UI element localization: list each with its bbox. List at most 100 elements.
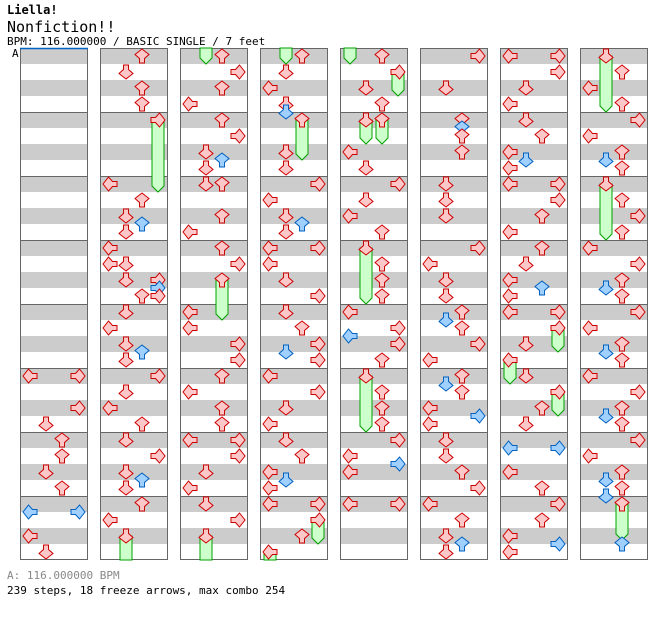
up-arrow-icon xyxy=(134,416,150,432)
beat-stripe xyxy=(580,240,648,256)
beat-stripe xyxy=(180,144,248,160)
artist-name: Liella! xyxy=(7,3,58,17)
right-arrow-icon xyxy=(630,384,646,400)
chart-column-border xyxy=(420,48,488,560)
right-arrow-icon xyxy=(310,288,326,304)
beat-stripe xyxy=(20,464,88,480)
chart-info: BPM: 116.000000 / BASIC SINGLE / 7 feet xyxy=(7,35,266,48)
up-arrow-icon xyxy=(534,400,550,416)
up-arrow-icon xyxy=(134,192,150,208)
beat-stripe xyxy=(420,496,488,512)
down-arrow-icon xyxy=(598,408,614,424)
beat-stripe xyxy=(100,208,168,224)
left-arrow-icon xyxy=(502,544,518,560)
up-arrow-icon xyxy=(214,112,230,128)
beat-stripe xyxy=(180,528,248,544)
beat-stripe xyxy=(500,80,568,96)
beat-stripe xyxy=(260,432,328,448)
left-arrow-icon xyxy=(502,352,518,368)
beat-stripe xyxy=(340,208,408,224)
right-arrow-icon xyxy=(550,536,566,552)
beat-stripe xyxy=(260,464,328,480)
left-arrow-icon xyxy=(502,304,518,320)
up-arrow-icon xyxy=(54,480,70,496)
beat-stripe xyxy=(180,432,248,448)
beat-stripe xyxy=(420,368,488,384)
up-arrow-icon xyxy=(614,96,630,112)
down-arrow-icon xyxy=(278,304,294,320)
beat-stripe xyxy=(580,464,648,480)
chart-column-border xyxy=(580,48,648,560)
down-arrow-icon xyxy=(438,272,454,288)
beat-stripe xyxy=(580,80,648,96)
beat-stripe xyxy=(20,528,88,544)
up-arrow-icon xyxy=(214,272,230,288)
down-arrow-icon xyxy=(118,64,134,80)
up-arrow-icon xyxy=(614,288,630,304)
right-arrow-icon xyxy=(550,496,566,512)
beat-stripe xyxy=(420,80,488,96)
beat-stripe xyxy=(260,208,328,224)
beat-stripe xyxy=(580,208,648,224)
beat-stripe xyxy=(100,176,168,192)
left-arrow-icon xyxy=(262,544,278,560)
beat-stripe xyxy=(340,48,408,64)
up-arrow-icon xyxy=(214,208,230,224)
beat-stripe xyxy=(500,208,568,224)
left-arrow-icon xyxy=(262,464,278,480)
up-arrow-icon xyxy=(134,344,150,360)
beat-stripe xyxy=(500,304,568,320)
right-arrow-icon xyxy=(630,208,646,224)
left-arrow-icon xyxy=(502,144,518,160)
up-arrow-icon xyxy=(214,368,230,384)
left-arrow-icon xyxy=(342,304,358,320)
beat-stripe xyxy=(180,464,248,480)
down-arrow-icon xyxy=(278,104,294,120)
beat-stripe xyxy=(100,80,168,96)
chart-column-border xyxy=(260,48,328,560)
beat-stripe xyxy=(500,400,568,416)
down-arrow-icon xyxy=(118,224,134,240)
right-arrow-icon xyxy=(310,384,326,400)
right-arrow-icon xyxy=(630,304,646,320)
up-arrow-icon xyxy=(374,400,390,416)
down-arrow-icon xyxy=(198,496,214,512)
down-arrow-icon xyxy=(518,80,534,96)
right-arrow-icon xyxy=(550,64,566,80)
left-arrow-icon xyxy=(262,416,278,432)
down-arrow-icon xyxy=(518,336,534,352)
beat-stripe xyxy=(260,400,328,416)
down-arrow-icon xyxy=(598,48,614,64)
down-arrow-icon xyxy=(38,416,54,432)
right-arrow-icon xyxy=(550,48,566,64)
up-arrow-icon xyxy=(134,80,150,96)
down-arrow-icon xyxy=(278,64,294,80)
beat-stripe xyxy=(20,432,88,448)
beat-stripe xyxy=(420,432,488,448)
left-arrow-icon xyxy=(22,528,38,544)
beat-stripe xyxy=(420,336,488,352)
beat-stripe xyxy=(340,112,408,128)
beat-stripe xyxy=(100,336,168,352)
right-arrow-icon xyxy=(390,496,406,512)
beat-stripe xyxy=(580,368,648,384)
left-arrow-icon xyxy=(342,208,358,224)
up-arrow-icon xyxy=(134,96,150,112)
left-arrow-icon xyxy=(502,464,518,480)
beat-stripe xyxy=(100,112,168,128)
left-arrow-icon xyxy=(582,80,598,96)
left-arrow-icon xyxy=(582,368,598,384)
beat-stripe xyxy=(420,48,488,64)
down-arrow-icon xyxy=(278,224,294,240)
up-arrow-icon xyxy=(214,176,230,192)
up-arrow-icon xyxy=(534,480,550,496)
beat-stripe xyxy=(180,48,248,64)
beat-stripe xyxy=(20,112,88,128)
up-arrow-icon xyxy=(214,80,230,96)
down-arrow-icon xyxy=(598,472,614,488)
beat-stripe xyxy=(100,432,168,448)
beat-stripe xyxy=(580,272,648,288)
beat-stripe xyxy=(180,240,248,256)
beat-stripe xyxy=(500,432,568,448)
down-arrow-icon xyxy=(118,208,134,224)
